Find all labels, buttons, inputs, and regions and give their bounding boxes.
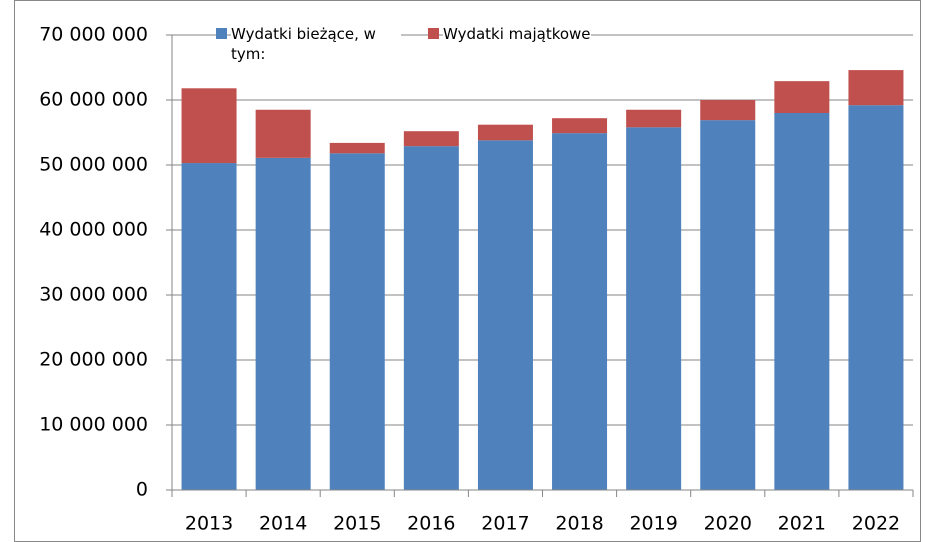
y-tick-label: 20 000 000 (39, 349, 148, 371)
x-tick-label: 2016 (407, 513, 455, 535)
y-tick-label: 10 000 000 (39, 414, 148, 436)
bar-segment (848, 105, 904, 490)
legend-label: Wydatki bieżące, w tym: (231, 24, 401, 64)
x-tick-label: 2019 (629, 513, 677, 535)
x-tick-label: 2017 (481, 513, 529, 535)
bar-segment (848, 70, 904, 106)
x-tick-label: 2020 (704, 513, 752, 535)
bar-segment (403, 146, 459, 490)
y-tick-label: 50 000 000 (39, 154, 148, 176)
legend-swatch (428, 28, 439, 39)
bar-segment (552, 133, 608, 490)
bar-segment (477, 140, 533, 491)
bar-segment (255, 109, 311, 158)
bar-segment (626, 109, 682, 128)
bar-segment (403, 131, 459, 147)
legend-label: Wydatki majątkowe (443, 24, 591, 44)
bar-segment (552, 118, 608, 134)
legend-item: Wydatki bieżące, w tym: (216, 24, 401, 64)
bar-segment (181, 88, 237, 164)
bar-segment (700, 100, 756, 121)
bar-segment (774, 81, 830, 113)
legend-swatch (216, 28, 227, 39)
x-tick-label: 2015 (333, 513, 381, 535)
bar-segment (329, 142, 385, 154)
x-tick-label: 2022 (852, 513, 900, 535)
bar-segment (255, 157, 311, 490)
bar-segment (700, 120, 756, 491)
y-tick-label: 70 000 000 (39, 24, 148, 46)
y-tick-label: 0 (136, 479, 148, 501)
bar-segment (626, 127, 682, 491)
bar-segment (477, 124, 533, 141)
x-tick-label: 2014 (259, 513, 307, 535)
x-tick-label: 2018 (555, 513, 603, 535)
y-tick-label: 60 000 000 (39, 89, 148, 111)
bar-segment (181, 163, 237, 491)
bar-segment (329, 153, 385, 491)
y-tick-label: 40 000 000 (39, 219, 148, 241)
x-tick-label: 2021 (778, 513, 826, 535)
legend-item: Wydatki majątkowe (428, 24, 628, 44)
x-tick-label: 2013 (185, 513, 233, 535)
y-tick-label: 30 000 000 (39, 284, 148, 306)
bar-segment (774, 113, 830, 490)
